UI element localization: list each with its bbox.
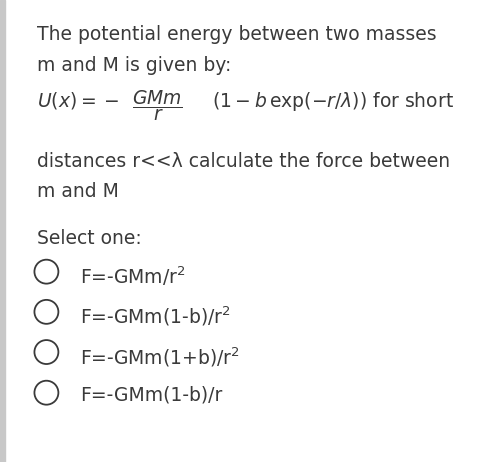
Bar	[0, 0, 5, 462]
Text: distances r<<λ calculate the force between: distances r<<λ calculate the force betwe…	[37, 152, 451, 171]
Text: F=-GMm(1-b)/r: F=-GMm(1-b)/r	[80, 386, 223, 405]
Text: $\mathit{(1 - b\,\mathrm{exp}(-r/\lambda))}$ for short: $\mathit{(1 - b\,\mathrm{exp}(-r/\lambda…	[212, 90, 454, 113]
Text: F=-GMm(1+b)/r$^2$: F=-GMm(1+b)/r$^2$	[80, 345, 240, 369]
Text: F=-GMm(1-b)/r$^2$: F=-GMm(1-b)/r$^2$	[80, 305, 231, 328]
Text: m and M is given by:: m and M is given by:	[37, 56, 232, 75]
Text: $\mathit{U}(\mathit{x}) = -$: $\mathit{U}(\mathit{x}) = -$	[37, 90, 119, 111]
Text: Select one:: Select one:	[37, 229, 142, 248]
Text: F=-GMm/r$^2$: F=-GMm/r$^2$	[80, 265, 186, 288]
Text: m and M: m and M	[37, 182, 119, 201]
Text: $\dfrac{\mathit{GMm}}{\mathit{r}}$: $\dfrac{\mathit{GMm}}{\mathit{r}}$	[132, 88, 183, 122]
Text: The potential energy between two masses: The potential energy between two masses	[37, 25, 437, 44]
